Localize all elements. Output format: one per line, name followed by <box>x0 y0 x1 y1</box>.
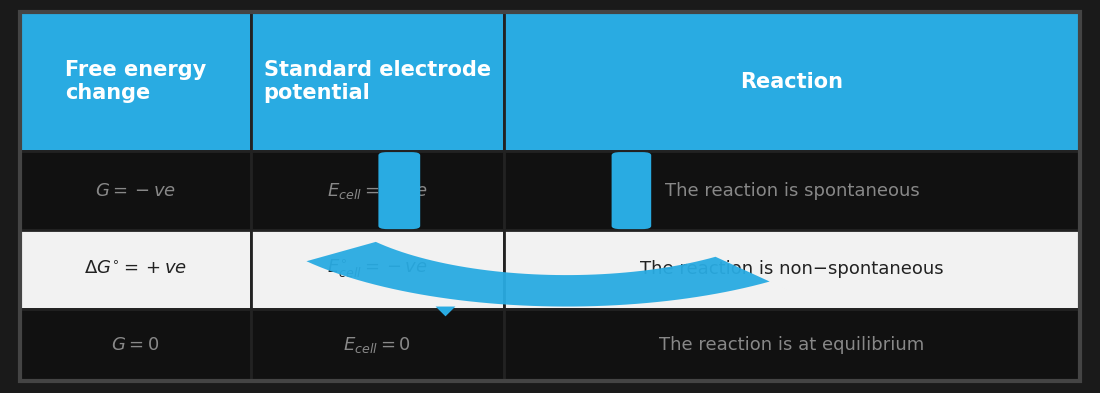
Text: Standard electrode
potential: Standard electrode potential <box>264 60 491 103</box>
Bar <box>20 230 251 309</box>
Text: $G = -ve$: $G = -ve$ <box>95 182 176 200</box>
Text: $E^{\circ}_{cell} = -ve$: $E^{\circ}_{cell} = -ve$ <box>327 258 428 280</box>
Text: $E_{cell} = 0$: $E_{cell} = 0$ <box>343 335 411 355</box>
Text: Free energy
change: Free energy change <box>65 60 206 103</box>
Text: The reaction is at equilibrium: The reaction is at equilibrium <box>659 336 925 354</box>
Text: The reaction is spontaneous: The reaction is spontaneous <box>664 182 920 200</box>
Bar <box>504 309 1080 381</box>
Bar <box>251 230 504 309</box>
Bar <box>20 309 251 381</box>
Polygon shape <box>307 242 803 307</box>
FancyBboxPatch shape <box>612 152 651 229</box>
Bar <box>504 12 1080 151</box>
FancyBboxPatch shape <box>378 152 420 229</box>
Text: Reaction: Reaction <box>740 72 844 92</box>
Polygon shape <box>436 307 455 316</box>
Bar <box>251 309 504 381</box>
Text: $G = 0$: $G = 0$ <box>111 336 160 354</box>
Bar <box>251 12 504 151</box>
Bar <box>251 151 504 230</box>
Text: $E_{cell} = +ve$: $E_{cell} = +ve$ <box>327 181 428 200</box>
Bar <box>20 151 251 230</box>
Bar <box>504 151 1080 230</box>
Bar <box>504 230 1080 309</box>
Text: The reaction is non−spontaneous: The reaction is non−spontaneous <box>640 260 944 278</box>
Bar <box>20 12 251 151</box>
Text: $\Delta G^{\circ} = + ve$: $\Delta G^{\circ} = + ve$ <box>84 260 187 278</box>
